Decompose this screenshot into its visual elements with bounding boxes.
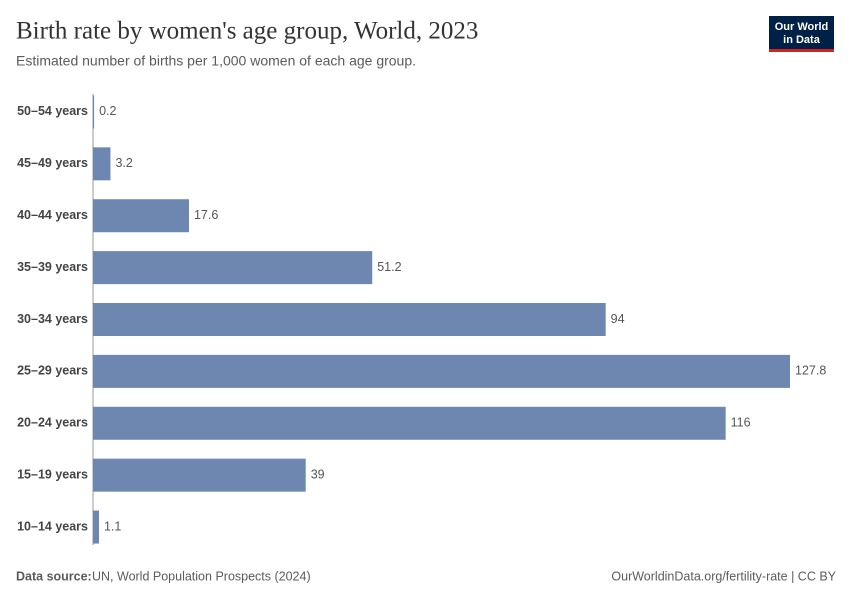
- value-label: 3.2: [115, 156, 132, 170]
- y-tick-label: 35–39 years: [17, 260, 88, 274]
- bar: [93, 354, 790, 388]
- value-label: 0.2: [99, 104, 116, 118]
- bar: [93, 303, 606, 336]
- bar: [93, 406, 726, 440]
- source: UN, World Population Prospects (2024): [92, 569, 311, 583]
- logo[interactable]: Our World in Data: [769, 16, 834, 52]
- bar: [93, 510, 99, 544]
- logo-box: [769, 16, 834, 50]
- bar: [93, 147, 111, 181]
- value-label: 1.1: [104, 519, 121, 533]
- y-tick-label: 40–44 years: [17, 208, 88, 222]
- value-label: 116: [731, 416, 751, 430]
- bar: [93, 458, 306, 492]
- y-tick-label: 20–24 years: [17, 416, 88, 430]
- value-label: 127.8: [795, 364, 826, 378]
- bar: [93, 251, 373, 285]
- footer-link[interactable]: OurWorldinData.org/fertility-rate | CC B…: [611, 569, 836, 583]
- value-label: 51.2: [377, 260, 401, 274]
- logo-text: in Data: [783, 34, 821, 46]
- y-tick-label: 15–19 years: [17, 467, 88, 481]
- chart-title: Birth rate by women's age group, World, …: [16, 18, 478, 45]
- y-tick-label: 45–49 years: [17, 156, 88, 170]
- value-label: 17.6: [194, 208, 218, 222]
- y-tick-label: 10–14 years: [17, 519, 88, 533]
- value-label: 39: [311, 467, 325, 481]
- logo-text: Our World: [775, 21, 829, 33]
- y-tick-label: 25–29 years: [17, 364, 88, 378]
- y-tick-label: 50–54 years: [17, 104, 88, 118]
- source-label: Data source:: [16, 569, 92, 583]
- logo-stripe: [769, 49, 834, 52]
- bar: [93, 95, 95, 129]
- chart-subtitle: Estimated number of births per 1,000 wom…: [16, 53, 416, 69]
- y-tick-label: 30–34 years: [17, 312, 88, 326]
- value-label: 94: [611, 312, 625, 326]
- bar: [93, 199, 189, 233]
